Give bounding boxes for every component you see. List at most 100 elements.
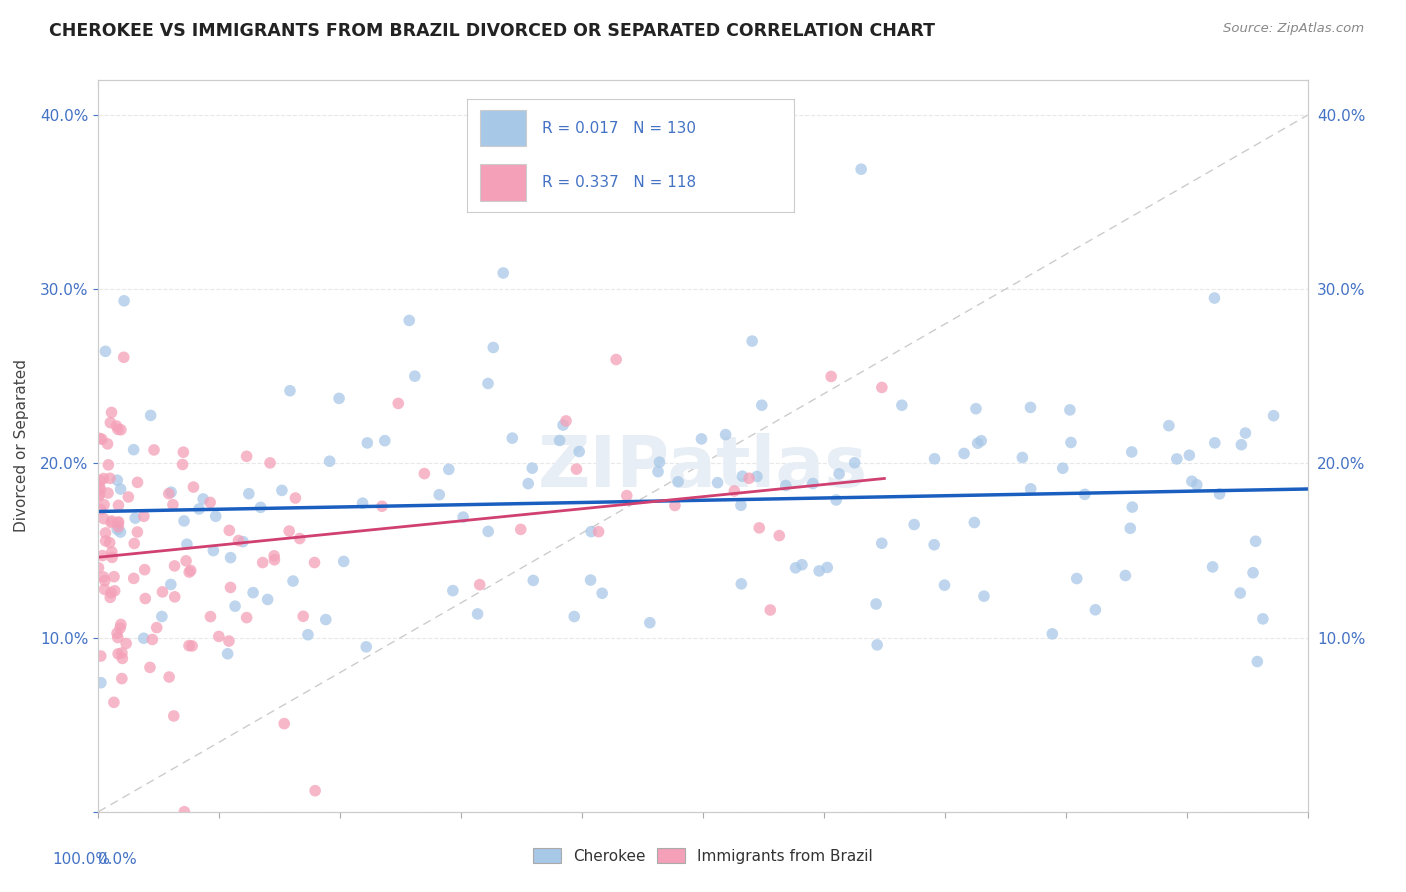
Point [1244, 534, 1267, 549]
Point [1241, 566, 1264, 580]
Point [437, 462, 460, 476]
Text: 100.0%: 100.0% [52, 852, 111, 867]
Point [134, 591, 156, 606]
Point [181, 639, 204, 653]
Point [591, 586, 613, 600]
Text: Source: ZipAtlas.com: Source: ZipAtlas.com [1223, 22, 1364, 36]
Point [249, 500, 271, 515]
Point [104, 583, 127, 598]
Point [202, 543, 225, 558]
Point [890, 398, 912, 412]
Point [139, 409, 162, 423]
Point [173, 514, 195, 528]
Point [256, 592, 278, 607]
Point [94, 344, 117, 359]
Point [93, 498, 115, 512]
Point [1201, 560, 1223, 574]
Point [278, 524, 301, 538]
Point [94, 525, 117, 540]
Point [87, 489, 110, 503]
Point [870, 536, 893, 550]
Point [281, 574, 304, 588]
Point [217, 647, 239, 661]
Point [1230, 438, 1253, 452]
Point [790, 558, 813, 572]
Point [1019, 401, 1042, 415]
Point [568, 444, 591, 458]
Point [93, 582, 115, 597]
Point [775, 478, 797, 492]
Point [150, 609, 173, 624]
Point [122, 536, 145, 550]
Point [105, 473, 128, 487]
Point [105, 523, 128, 537]
Point [297, 628, 319, 642]
Point [441, 583, 464, 598]
Point [966, 436, 988, 450]
Point [89, 487, 111, 501]
Point [588, 524, 610, 539]
Point [638, 615, 661, 630]
Point [1052, 461, 1074, 475]
Point [1059, 403, 1081, 417]
Point [179, 565, 201, 579]
Point [1074, 487, 1097, 501]
Point [162, 498, 184, 512]
Point [828, 467, 851, 481]
Point [273, 716, 295, 731]
Point [664, 499, 686, 513]
Point [352, 496, 374, 510]
Point [318, 454, 340, 468]
Point [160, 485, 183, 500]
Point [922, 538, 945, 552]
Point [820, 369, 842, 384]
Point [517, 476, 540, 491]
Point [263, 549, 285, 563]
Point [191, 491, 214, 506]
Point [522, 461, 544, 475]
Point [110, 423, 132, 437]
Point [785, 561, 807, 575]
Point [354, 640, 377, 654]
Point [1040, 627, 1063, 641]
Point [163, 590, 186, 604]
Point [232, 534, 254, 549]
Point [467, 607, 489, 621]
Point [565, 462, 588, 476]
Y-axis label: Divorced or Separated: Divorced or Separated [14, 359, 30, 533]
Point [509, 522, 531, 536]
Point [127, 524, 149, 539]
Point [706, 475, 728, 490]
Point [110, 617, 132, 632]
Point [1204, 435, 1226, 450]
Point [866, 638, 889, 652]
Point [292, 609, 315, 624]
Point [723, 483, 745, 498]
Point [107, 498, 129, 512]
Point [177, 639, 200, 653]
Point [163, 709, 186, 723]
Point [555, 414, 578, 428]
Point [87, 561, 110, 575]
Point [374, 434, 396, 448]
Point [1263, 409, 1285, 423]
Point [152, 585, 174, 599]
Point [288, 532, 311, 546]
Point [934, 578, 956, 592]
Point [101, 550, 124, 565]
Point [132, 632, 155, 646]
Point [124, 511, 146, 525]
Point [100, 514, 122, 528]
Point [1060, 435, 1083, 450]
Point [1229, 586, 1251, 600]
Point [183, 480, 205, 494]
Point [815, 560, 838, 574]
Point [1166, 451, 1188, 466]
Point [107, 515, 129, 529]
Point [973, 589, 995, 603]
Point [1011, 450, 1033, 465]
Point [903, 517, 925, 532]
Point [404, 369, 426, 384]
Point [96, 437, 118, 451]
Point [808, 564, 831, 578]
